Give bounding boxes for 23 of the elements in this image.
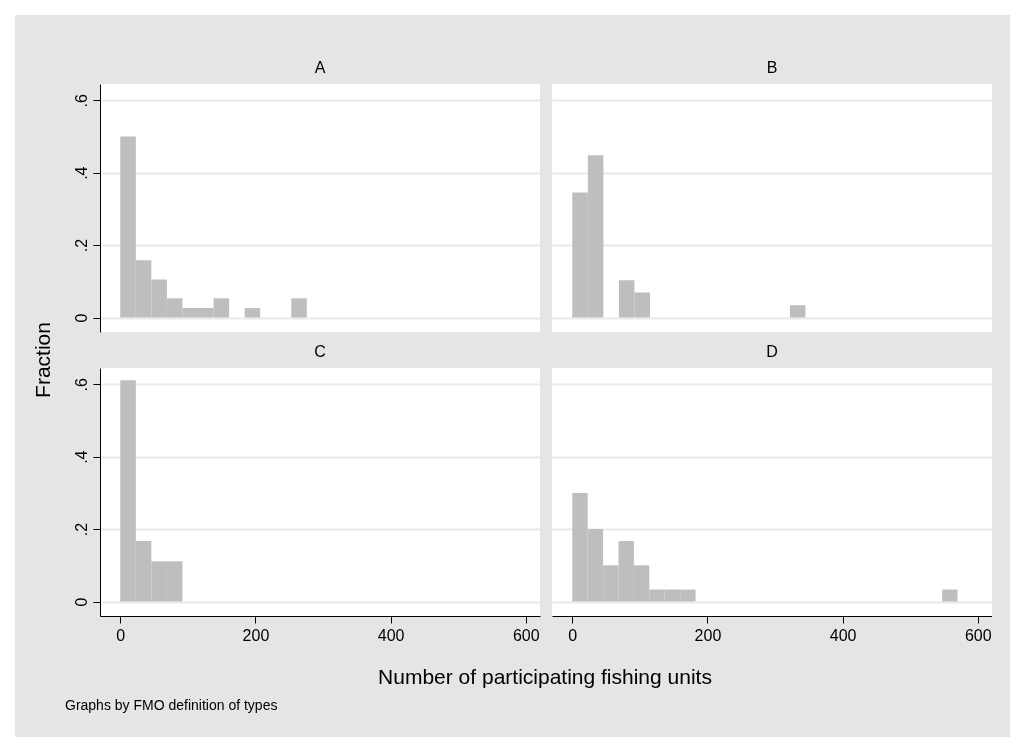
x-axis-title: Number of participating fishing units: [378, 665, 712, 689]
x-tick-label: 600: [964, 626, 992, 644]
chart-title: A: [314, 59, 326, 76]
y-tick-label: .4: [72, 450, 90, 464]
y-axis-title: Fraction: [31, 322, 55, 398]
x-tick-label: 200: [242, 626, 270, 644]
chart-title: D: [766, 343, 778, 360]
x-tick-label: 0: [568, 626, 578, 644]
y-tick-label: .4: [72, 166, 90, 180]
chart-title: C: [314, 343, 326, 360]
y-tick-label: .6: [72, 378, 90, 392]
x-tick-label: 400: [377, 626, 405, 644]
x-tick-label: 400: [829, 626, 857, 644]
y-tick-label: 0: [72, 313, 90, 323]
x-tick-label: 200: [694, 626, 722, 644]
y-tick-label: .6: [72, 94, 90, 108]
x-tick-label: 600: [512, 626, 540, 644]
y-tick-label: 0: [72, 597, 90, 607]
text: Graphs by FMO definition of types: [65, 697, 278, 713]
y-tick-label: .2: [72, 238, 90, 253]
x-tick-label: 0: [116, 626, 126, 644]
y-tick-label: .2: [72, 522, 90, 537]
chart-title: B: [766, 59, 778, 76]
